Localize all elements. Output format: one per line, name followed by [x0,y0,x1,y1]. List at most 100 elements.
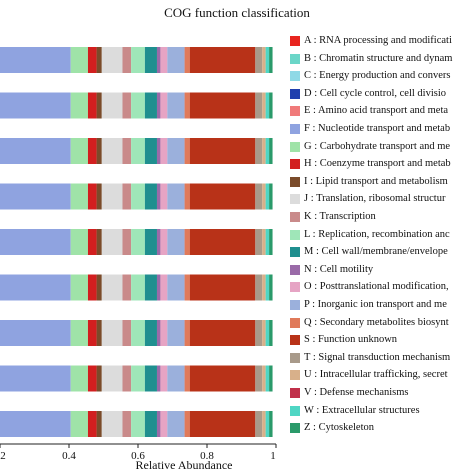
bar-4-segment-H [87,183,97,210]
bar-9-segment-Z [269,411,273,437]
x-tick-label: 0.6 [131,450,145,462]
legend-swatch [290,317,300,328]
legend-label: D : Cell cycle control, cell divisio [304,87,447,99]
bar-4-segment-G [70,183,88,210]
bar-7-segment-K [122,320,132,346]
bar-6-segment-F [0,274,71,301]
bar-9-segment-T [255,411,263,437]
bar-4-segment-L [131,183,145,210]
bar-7-segment-O [160,320,168,346]
legend-label: L : Replication, recombination anc [304,228,450,240]
bar-5-segment-W [265,229,270,255]
bar-7-segment-L [131,320,145,346]
bar-8-segment-G [70,365,88,392]
bar-4-segment-T [255,183,263,210]
legend-label: N : Cell motility [304,263,374,275]
bar-1-segment-W [265,47,270,73]
bar-9-segment-F [0,411,71,437]
legend-swatch [290,300,300,310]
bar-6-segment-K [122,274,132,301]
bar-5-segment-F [0,229,71,255]
legend-label: Z : Cytoskeleton [304,422,374,434]
legend-label: T : Signal transduction mechanism [304,351,451,363]
bar-2-segment-I [96,92,102,119]
bar-8-segment-I [96,365,102,392]
bar-8-segment-P [167,365,185,392]
bar-1-segment-I [96,47,102,73]
legend-swatch [290,229,300,240]
bar-6-segment-O [160,274,168,301]
bar-1-segment-J [101,47,123,73]
bar-4-segment-K [122,183,132,210]
bar-6-segment-W [265,274,270,301]
bar-9-segment-U [262,411,266,437]
bar-3-segment-S [189,138,256,164]
bar-5-segment-H [87,229,97,255]
bar-3-segment-W [265,138,270,164]
bar-6-segment-N [156,274,161,301]
legend-label: W : Extracellular structures [304,404,420,416]
legend-label: Q : Secondary metabolites biosynt [304,316,449,328]
bar-8-segment-U [262,365,266,392]
bar-6-segment-Q [184,274,190,301]
bar-3-segment-P [167,138,185,164]
bar-4-segment-N [156,183,161,210]
legend-label: P : Inorganic ion transport and me [304,299,447,310]
bar-5-segment-T [255,229,263,255]
legend-label: C : Energy production and convers [304,70,451,82]
legend-swatch [290,282,300,293]
bar-1-segment-H [87,47,97,73]
legend-label: I : Lipid transport and metabolism [304,175,448,187]
bar-5-segment-N [156,229,161,255]
bar-6-segment-J [101,274,123,301]
bar-2-segment-P [167,92,185,119]
bar-8-segment-L [131,365,145,392]
bar-4-segment-U [262,183,266,210]
bar-9-segment-L [131,411,145,437]
bar-7-segment-U [262,320,266,346]
bar-group [0,47,273,437]
bar-6-segment-G [70,274,88,301]
legend-swatch [290,159,300,170]
bar-7-segment-M [144,320,157,346]
bar-2-segment-J [101,92,123,119]
bar-7-segment-N [156,320,161,346]
bar-8-segment-O [160,365,168,392]
bar-8-segment-Z [269,365,273,392]
bar-7-segment-P [167,320,185,346]
bar-2-segment-W [265,92,270,119]
bar-5-segment-G [70,229,88,255]
bar-9-segment-J [101,411,123,437]
bar-3-segment-O [160,138,168,164]
bar-8-segment-T [255,365,263,392]
bar-9-segment-M [144,411,157,437]
bar-2-segment-F [0,92,71,119]
bar-5-segment-S [189,229,256,255]
bar-6-segment-Z [269,274,273,301]
bar-8-segment-Q [184,365,190,392]
legend-swatch [290,176,300,187]
bar-2-segment-O [160,92,168,119]
bar-6-segment-I [96,274,102,301]
bar-7-segment-F [0,320,71,346]
legend-swatch [290,247,300,258]
bar-3-segment-G [70,138,88,164]
bar-9-segment-H [87,411,97,437]
bar-1-segment-K [122,47,132,73]
bar-5-segment-Q [184,229,190,255]
legend-label: V : Defense mechanisms [304,387,409,398]
bar-9-segment-I [96,411,102,437]
bar-3-segment-L [131,138,145,164]
bar-2-segment-Q [184,92,190,119]
bar-6-segment-S [189,274,256,301]
bar-6-segment-M [144,274,157,301]
bar-2-segment-U [262,92,266,119]
bar-9-segment-S [189,411,256,437]
bar-1-segment-T [255,47,263,73]
bar-9-segment-Q [184,411,190,437]
bar-9-segment-P [167,411,185,437]
bar-8-segment-K [122,365,132,392]
x-axis: 2 0.4 0.6 0.8 1 [0,443,277,462]
bar-6-segment-H [87,274,97,301]
bar-4-segment-I [96,183,102,210]
